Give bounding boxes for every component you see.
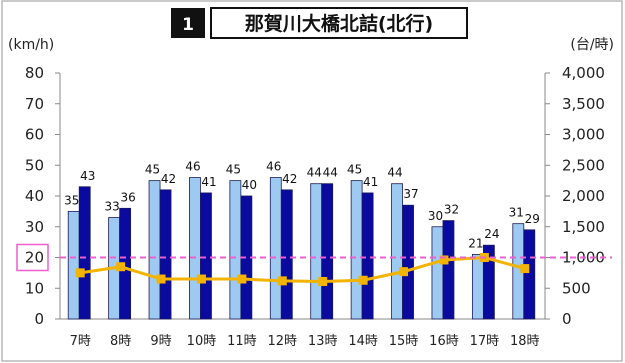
x-tick-label: 7時 (70, 334, 91, 349)
bar-data-label: 46 (266, 160, 281, 174)
bar-data-label: 43 (80, 169, 95, 183)
x-tick-label: 15時 (389, 334, 419, 349)
volume-point (75, 268, 85, 278)
bar-data-label: 42 (282, 172, 297, 186)
x-tick-label: 14時 (348, 334, 378, 349)
right-axis-unit: (台/時) (570, 37, 614, 53)
bar-data-label: 36 (120, 190, 135, 204)
right-tick-label: 1,500 (562, 218, 605, 236)
left-axis-unit: (km/h) (8, 37, 54, 53)
x-tick-label: 16時 (429, 334, 459, 349)
bar-series-1 (391, 183, 403, 320)
bar-series-1 (229, 180, 242, 320)
volume-line (79, 255, 526, 283)
bar-data-label: 30 (428, 209, 443, 223)
volume-point (520, 264, 530, 274)
bar-data-label: 41 (201, 175, 216, 189)
reference-label: 20 (25, 249, 44, 267)
bar-data-label: 44 (307, 166, 322, 180)
bar-series-1 (350, 180, 363, 320)
chart-title: 那賀川大橋北詰(北行) (245, 12, 433, 35)
bar-series-1 (471, 254, 484, 320)
volume-point (318, 276, 328, 286)
volume-line-layer (75, 253, 530, 286)
volume-point (439, 255, 449, 265)
bar-data-label: 24 (484, 227, 499, 241)
bar-data-label: 46 (185, 160, 200, 174)
x-tick-label: 10時 (187, 334, 217, 349)
volume-point (277, 276, 287, 286)
x-tick-label: 17時 (470, 334, 500, 349)
left-tick-label: 40 (25, 187, 44, 205)
left-tick-label: 50 (25, 156, 44, 174)
bar-series-2 (523, 229, 536, 320)
x-tick-label: 11時 (227, 334, 257, 349)
bar-data-label: 21 (468, 236, 483, 250)
reference-line-layer: 20 (16, 243, 612, 272)
bar-data-label: 33 (104, 200, 119, 214)
bar-data-label: 44 (323, 166, 338, 180)
bar-series-1 (310, 183, 323, 320)
right-tick-label: 2,500 (562, 156, 605, 174)
volume-point (116, 262, 126, 272)
title-box (210, 7, 468, 39)
bar-series-2 (482, 244, 495, 320)
bar-series-1 (189, 177, 201, 320)
right-tick-label: 3,500 (562, 95, 605, 113)
bar-data-label: 31 (509, 206, 524, 220)
left-tick-label: 10 (25, 279, 44, 297)
bar-data-label: 32 (444, 203, 459, 217)
left-tick-label: 80 (25, 64, 44, 82)
bar-data-label: 42 (161, 172, 176, 186)
bar-series-1 (148, 180, 161, 320)
bar-series-2 (321, 183, 334, 320)
bar-series-2 (200, 192, 212, 320)
bar-data-label: 45 (347, 163, 362, 177)
x-tick-label: 9時 (150, 334, 171, 349)
bar-series-2 (280, 189, 293, 320)
bar-series-2 (159, 189, 172, 320)
right-tick-label: 2,000 (562, 187, 605, 205)
volume-point (156, 274, 166, 284)
bar-series-1 (269, 177, 282, 320)
chart-title-block: 1 那賀川大橋北詰(北行) (171, 7, 468, 39)
volume-point (237, 274, 247, 284)
title-number-box (171, 8, 205, 38)
x-tick-label: 12時 (268, 334, 298, 349)
data-labels-layer: 35 33 45 46 45 46 44 45 44 30 21 31 43 36 42 41 40 42 44 41… (64, 160, 540, 251)
bar-data-label: 44 (387, 166, 402, 180)
bar-data-label: 29 (525, 212, 540, 226)
bar-series-2 (402, 204, 414, 320)
bar-data-label: 40 (242, 178, 257, 192)
left-tick-label: 30 (25, 218, 44, 236)
x-tick-label: 13時 (308, 334, 338, 349)
bar-series-1 (431, 226, 444, 320)
volume-point (399, 267, 409, 277)
left-tick-label: 60 (25, 126, 44, 144)
bar-data-label: 35 (64, 193, 79, 207)
left-tick-label: 70 (25, 95, 44, 113)
right-tick-label: 0 (562, 310, 572, 328)
bar-series-2 (361, 192, 374, 320)
right-tick-label: 3,000 (562, 126, 605, 144)
x-tick-label: 8時 (110, 334, 131, 349)
bar-series-2 (78, 186, 91, 320)
reference-label-box (16, 243, 49, 272)
volume-point (196, 274, 206, 284)
bar-series-1 (67, 210, 80, 320)
bar-data-label: 37 (403, 187, 418, 201)
right-tick-label: 4,000 (562, 64, 605, 82)
volume-point (358, 275, 368, 285)
bar-data-label: 45 (226, 163, 241, 177)
left-tick-label: 0 (34, 310, 44, 328)
x-tick-label: 18時 (510, 334, 540, 349)
right-tick-label: 500 (562, 279, 591, 297)
bar-series-2 (442, 220, 455, 320)
bar-data-label: 41 (363, 175, 378, 189)
title-number: 1 (182, 15, 194, 35)
bar-data-label: 45 (145, 163, 160, 177)
